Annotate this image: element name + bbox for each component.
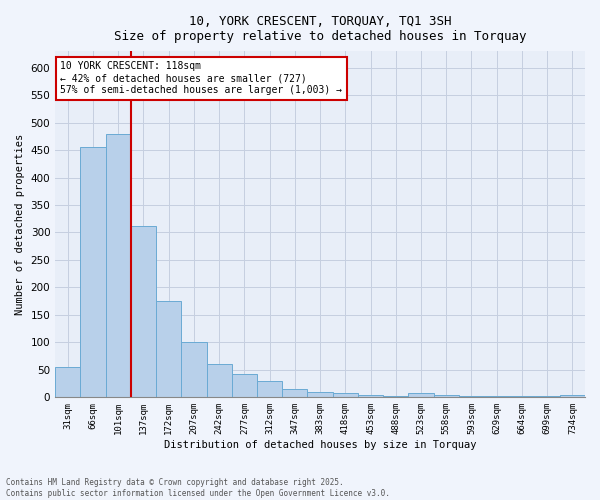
Bar [55,367,80,398]
Bar [106,134,131,398]
Bar [358,394,383,398]
Bar [181,342,206,398]
X-axis label: Distribution of detached houses by size in Torquay: Distribution of detached houses by size … [164,440,476,450]
Bar [332,393,358,398]
Text: Contains HM Land Registry data © Crown copyright and database right 2025.
Contai: Contains HM Land Registry data © Crown c… [6,478,390,498]
Bar [80,148,106,398]
Bar [509,396,535,398]
Bar [156,301,181,398]
Bar [282,389,307,398]
Bar [535,396,560,398]
Bar [257,381,282,398]
Bar [459,396,484,398]
Bar [307,392,332,398]
Title: 10, YORK CRESCENT, TORQUAY, TQ1 3SH
Size of property relative to detached houses: 10, YORK CRESCENT, TORQUAY, TQ1 3SH Size… [114,15,526,43]
Bar [434,394,459,398]
Bar [383,396,409,398]
Bar [560,395,585,398]
Y-axis label: Number of detached properties: Number of detached properties [15,134,25,315]
Bar [232,374,257,398]
Bar [484,396,509,398]
Text: 10 YORK CRESCENT: 118sqm
← 42% of detached houses are smaller (727)
57% of semi-: 10 YORK CRESCENT: 118sqm ← 42% of detach… [61,62,343,94]
Bar [206,364,232,398]
Bar [131,226,156,398]
Bar [409,393,434,398]
